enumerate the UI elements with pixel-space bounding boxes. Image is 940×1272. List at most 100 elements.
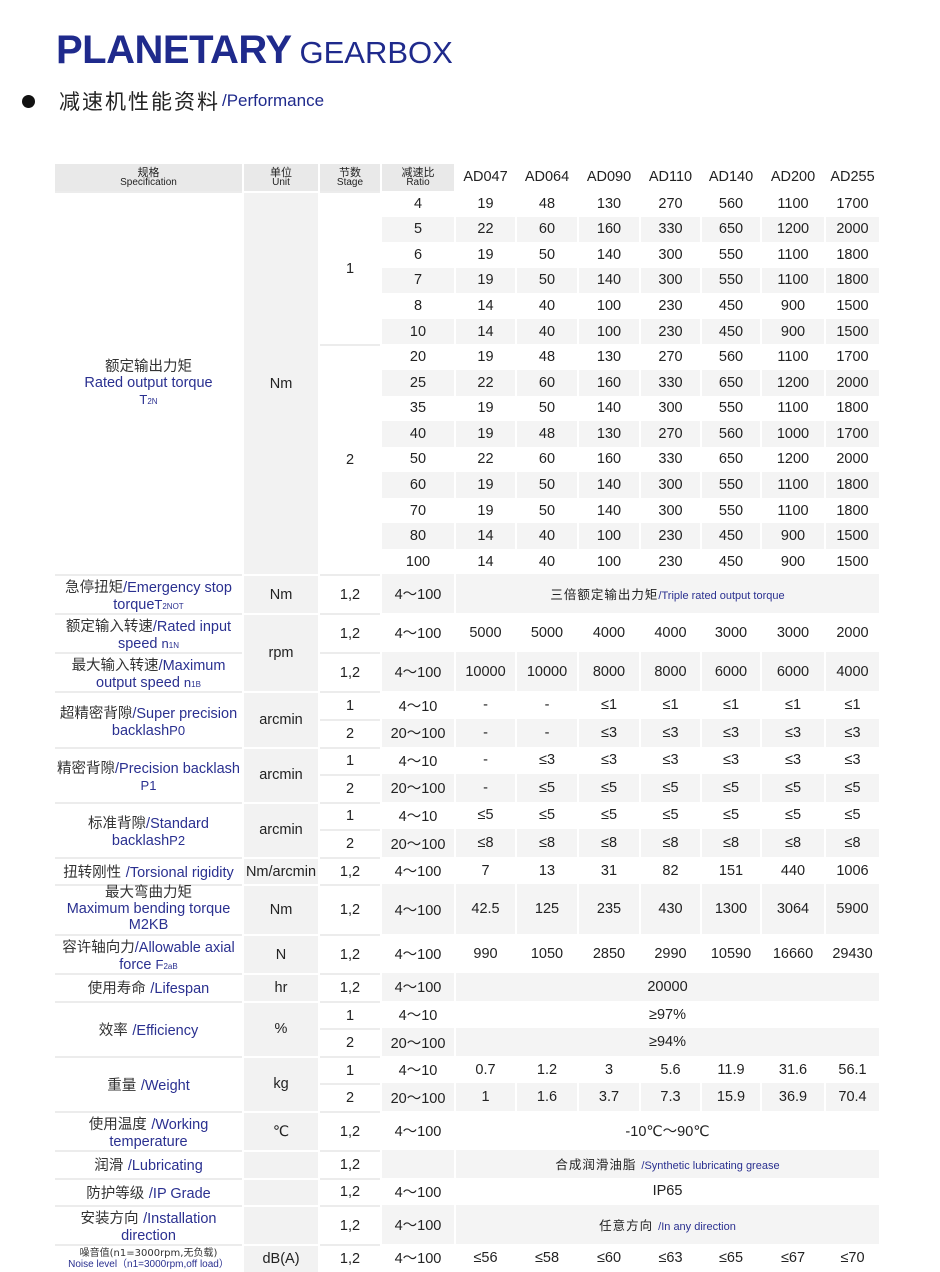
value-cell: 60 xyxy=(517,369,577,396)
unit-cell: dB(A) xyxy=(244,1244,318,1272)
stage-cell: 2 xyxy=(320,829,380,857)
spec-label-en: /Lubricating xyxy=(127,1158,203,1175)
value-cell: 100 xyxy=(579,318,639,345)
section-heading: 减速机性能资料 /Performance xyxy=(22,86,324,116)
value-cell: 560 xyxy=(702,421,760,447)
value-cell: ≤5 xyxy=(762,774,824,802)
value-cell: 5900 xyxy=(826,884,879,935)
column-header-en: Unit xyxy=(272,177,290,188)
value-cell: 70.4 xyxy=(826,1083,879,1111)
value-cell: 2850 xyxy=(579,934,639,974)
value-cell: 450 xyxy=(702,318,760,345)
value-cell: 6000 xyxy=(702,652,760,692)
value-cell: ≤3 xyxy=(762,719,824,747)
value-cell: 4000 xyxy=(641,613,700,653)
value-cell: ≤8 xyxy=(517,829,577,857)
value-cell: 650 xyxy=(702,369,760,396)
unit-cell: Nm xyxy=(244,191,318,575)
value-cell: 130 xyxy=(579,191,639,217)
value-cell: 130 xyxy=(579,421,639,447)
value-cell: 100 xyxy=(579,548,639,575)
stage-cell: 2 xyxy=(320,719,380,747)
spec-symbol-main: T xyxy=(154,597,163,613)
column-header: 减速比 Ratio xyxy=(382,164,454,191)
value-cell: ≤56 xyxy=(456,1244,515,1272)
spec-label: 额定输出力矩 Rated output torque T2N xyxy=(55,191,242,575)
merged-value-en: /Synthetic lubricating grease xyxy=(641,1160,780,1173)
value-cell: 31.6 xyxy=(762,1055,824,1084)
value-cell: 48 xyxy=(517,421,577,447)
unit-cell xyxy=(244,1205,318,1245)
ratio-cell: 4～100 xyxy=(382,1244,454,1272)
stage-cell: 1,2 xyxy=(320,934,380,974)
table-row: 5 22 60 160 330 650 1200 2000 xyxy=(55,216,879,243)
ratio-cell: 20～100 xyxy=(382,719,454,747)
value-cell: - xyxy=(456,746,515,775)
column-header: 节数 Stage xyxy=(320,164,380,191)
spec-label: 效率 /Efficiency xyxy=(55,1000,242,1056)
ratio-cell: 100 xyxy=(382,548,454,575)
section-heading-cn: 减速机性能资料 xyxy=(59,90,220,114)
value-cell: 1200 xyxy=(762,369,824,396)
spec-label-cn: 超精密背隙 xyxy=(59,705,133,722)
table-row: 容许轴向力/Allowable axial force F2aB N 1,2 4～10… xyxy=(55,934,879,974)
merged-value-cell: 合成润滑油脂 /Synthetic lubricating grease xyxy=(456,1150,879,1178)
table-row: 2 20～100- - ≤3 ≤3 ≤3 ≤3 ≤3 xyxy=(55,719,879,747)
value-cell: 5000 xyxy=(456,613,515,653)
merged-value-en: /Triple rated output torque xyxy=(658,590,785,603)
spec-symbol: P2 xyxy=(169,833,185,848)
spec-symbol-sub: 2N xyxy=(147,396,158,406)
stage-cell: 1,2 xyxy=(320,973,380,1001)
spec-label-cn: 急停扭矩 xyxy=(65,580,124,597)
value-cell: 36.9 xyxy=(762,1083,824,1111)
table-row: 扭转刚性 /Torsional rigidity Nm/arcmin 1,2 4～10… xyxy=(55,856,879,885)
spec-label-cn: 噪音值(n1=3000rpm,无负载) xyxy=(79,1247,218,1259)
value-cell: 160 xyxy=(579,446,639,473)
value-cell: 1500 xyxy=(826,523,879,549)
value-cell: 1100 xyxy=(762,344,824,370)
spec-label-cn: 额定输入转速 xyxy=(65,619,153,636)
value-cell: ≤5 xyxy=(579,801,639,830)
spec-symbol-main: F xyxy=(155,957,164,973)
merged-value-cn: 三倍额定输出力矩 xyxy=(550,587,659,603)
column-header-cn: 规格 xyxy=(137,166,160,179)
value-cell: 15.9 xyxy=(702,1083,760,1111)
spec-label-cn: 使用寿命 xyxy=(87,981,151,998)
table-row: 重量 /Weight kg 1 4～10 0.7 1.2 3 5.6 11.9 31.6 56.1 xyxy=(55,1055,879,1111)
value-cell: 1100 xyxy=(762,472,824,498)
value-cell: 235 xyxy=(579,884,639,935)
value-cell: 3000 xyxy=(762,613,824,653)
spec-label-cn: 额定输出力矩 xyxy=(105,358,192,375)
table-row: 标准背隙/Standard backlashP2 arcmin 1 4～10 ≤5 ≤5 ≤… xyxy=(55,801,879,857)
value-cell: 29430 xyxy=(826,934,879,974)
unit-cell: Nm/arcmin xyxy=(244,856,318,885)
stage-cell: 1,2 xyxy=(320,652,380,692)
value-cell: 22 xyxy=(456,216,515,243)
table-row: 2 20～100 ≥94% xyxy=(55,1028,879,1056)
value-cell: - xyxy=(456,774,515,802)
merged-value: -10℃～90℃ xyxy=(625,1124,710,1140)
value-cell: 14 xyxy=(456,548,515,575)
stage-cell: 1 xyxy=(320,1000,380,1029)
stage-cell: 1 xyxy=(320,191,380,345)
unit-cell: arcmin xyxy=(244,801,318,857)
table-row: 7 19 50 140 300 550 1100 1800 xyxy=(55,267,879,294)
merged-value-cell: 三倍额定输出力矩/Triple rated output torque xyxy=(456,574,879,614)
value-cell: 1100 xyxy=(762,497,824,524)
value-cell: ≤65 xyxy=(702,1244,760,1272)
value-cell: 900 xyxy=(762,523,824,549)
value-cell: 1100 xyxy=(762,242,824,268)
stage-cell: 2 xyxy=(320,774,380,802)
table-row: 使用寿命 /Lifespan hr 1,2 4～100 20000 xyxy=(55,973,879,1001)
value-cell: 40 xyxy=(517,523,577,549)
value-cell: 270 xyxy=(641,191,700,217)
stage-cell: 1,2 xyxy=(320,1177,380,1206)
value-cell: - xyxy=(517,719,577,747)
value-cell: ≤3 xyxy=(702,719,760,747)
spec-label: 使用温度 /Working temperature xyxy=(55,1111,242,1150)
unit-cell: kg xyxy=(244,1055,318,1111)
value-cell: 60 xyxy=(517,446,577,473)
value-cell: ≤63 xyxy=(641,1244,700,1272)
value-cell: 31 xyxy=(579,856,639,885)
unit-cell: arcmin xyxy=(244,746,318,802)
